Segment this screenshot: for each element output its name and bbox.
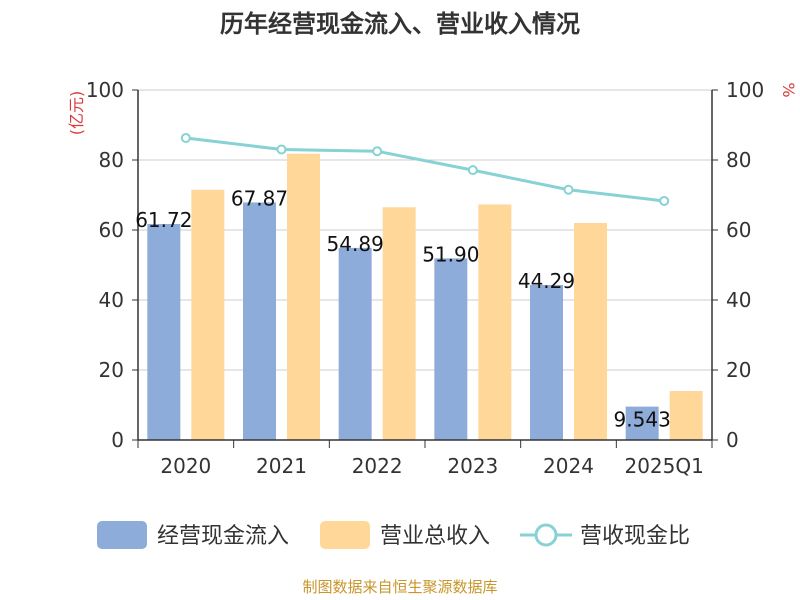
y-left-tick-label: 20: [99, 358, 124, 382]
legend-label: 经营现金流入: [157, 524, 289, 549]
ratio-point: [372, 146, 383, 157]
y-right-tick-label: 20: [726, 358, 751, 382]
bar-cash-inflow: [530, 284, 563, 440]
y-left-tick-label: 0: [111, 428, 124, 452]
bar-revenue: [574, 223, 607, 440]
axes: 0 20 40 60 80 100 0 20 40 60 80 100 2020 2021 2022 2023…: [86, 78, 764, 478]
ratio-line: [180, 132, 670, 206]
bar-cash-inflow: [625, 406, 659, 440]
y-left-tick-label: 100: [86, 78, 124, 102]
y-left-tick-label: 60: [99, 218, 124, 242]
bars: [147, 153, 703, 440]
x-tick-label: 2024: [543, 454, 594, 478]
ratio-line-path: [185, 136, 665, 203]
y-left-tick-label: 80: [99, 148, 124, 172]
bar-revenue: [669, 391, 703, 440]
chart-title: 历年经营现金流入、营业收入情况: [220, 10, 580, 38]
legend-swatch: [320, 521, 370, 549]
ratio-point: [467, 165, 478, 176]
ratio-point: [276, 144, 287, 155]
bar-cash-inflow: [243, 202, 276, 440]
legend-label: 营收现金比: [580, 524, 690, 549]
bar-revenue: [382, 207, 416, 440]
y-right-tick-label: 60: [726, 218, 751, 242]
x-tick-label: 2023: [447, 454, 498, 478]
data-labels: 61.72 67.87 54.89 51.90 44.29 9.543: [135, 186, 671, 431]
legend-swatch: [97, 521, 147, 549]
y-right-unit: %: [779, 82, 798, 97]
ratio-point: [180, 132, 191, 143]
y-right-tick-label: 0: [726, 428, 739, 452]
bar-revenue: [191, 189, 225, 440]
y-left-tick-label: 40: [99, 288, 124, 312]
bar-revenue: [478, 204, 512, 440]
bar-data-label: 67.87: [231, 186, 288, 210]
bar-cash-inflow: [338, 247, 372, 440]
legend-line-marker: [534, 523, 558, 547]
x-tick-label: 2021: [256, 454, 307, 478]
y-right-tick-label: 40: [726, 288, 751, 312]
ratio-point: [659, 195, 670, 206]
bar-revenue: [287, 153, 320, 440]
bar-data-label: 44.29: [518, 269, 575, 293]
x-tick-label: 2020: [160, 454, 211, 478]
y-left-unit: (亿元): [67, 91, 86, 136]
source-note: 制图数据来自恒生聚源数据库: [302, 578, 497, 596]
bar-data-label: 54.89: [327, 232, 384, 256]
grid-lines: [138, 89, 712, 371]
bar-cash-inflow: [434, 258, 468, 440]
x-tick-label: 2022: [352, 454, 403, 478]
bar-data-label: 51.90: [422, 242, 479, 266]
bar-cash-inflow: [147, 223, 181, 440]
bar-data-label: 61.72: [135, 208, 192, 232]
legend-label: 营业总收入: [380, 524, 490, 549]
bar-data-label: 9.543: [614, 408, 671, 432]
x-tick-label: 2025Q1: [624, 454, 703, 478]
ratio-point: [563, 184, 574, 195]
y-right-tick-label: 100: [726, 78, 764, 102]
y-right-tick-label: 80: [726, 148, 751, 172]
legend: 经营现金流入 营业总收入 营收现金比: [97, 521, 690, 549]
